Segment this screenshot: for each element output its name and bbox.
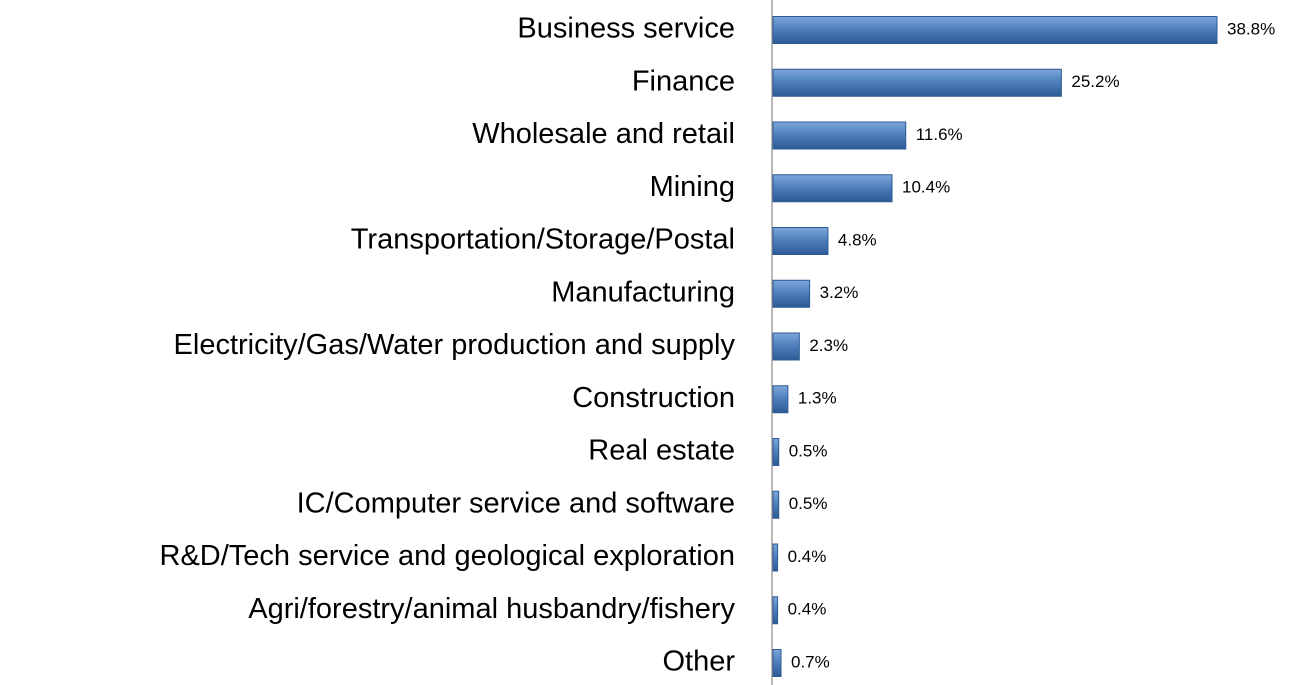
value-label: 0.7% [791,652,830,671]
value-label: 1.3% [798,389,837,408]
category-label: Other [662,646,735,678]
bar [772,596,779,625]
bar [772,16,1218,44]
bar [772,649,782,677]
bar [772,227,829,255]
category-label: Construction [572,382,735,414]
category-label: Agri/forestry/animal husbandry/fishery [248,593,735,625]
value-label: 4.8% [838,230,877,249]
category-label: IC/Computer service and software [297,487,735,519]
value-label: 10.4% [902,178,950,197]
bar [772,68,1062,97]
category-label: Real estate [588,435,735,467]
value-label: 11.6% [916,125,963,144]
value-label: 38.8% [1227,19,1275,38]
category-label: Electricity/Gas/Water production and sup… [174,329,736,361]
value-label: 0.4% [788,547,827,566]
value-label: 2.3% [809,336,848,355]
category-label: Manufacturing [551,276,735,308]
bar [772,174,893,203]
bar [772,332,800,361]
bar [772,543,779,572]
value-label: 0.5% [789,494,828,513]
category-label: R&D/Tech service and geological explorat… [160,540,735,572]
bar [772,438,780,466]
category-label: Finance [632,65,735,97]
bar [772,490,780,519]
value-label: 25.2% [1071,72,1119,91]
value-label: 3.2% [820,283,859,302]
category-label: Business service [517,13,735,45]
value-label: 0.4% [788,600,827,619]
bar [772,385,789,414]
value-label: 0.5% [789,441,828,460]
bar [772,279,811,308]
category-label: Mining [650,171,735,203]
category-label: Wholesale and retail [472,118,735,150]
bar [772,121,907,150]
category-label: Transportation/Storage/Postal [351,224,735,256]
